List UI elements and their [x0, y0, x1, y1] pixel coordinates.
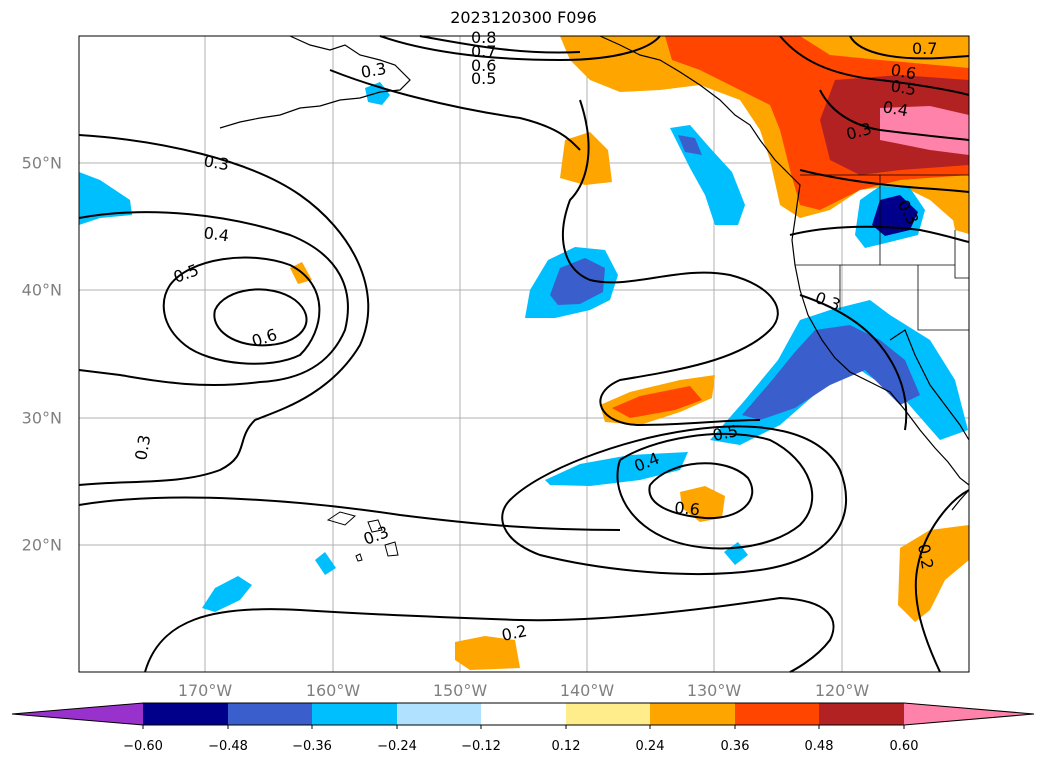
- colorbar-bin: [735, 703, 819, 725]
- positive-anomaly-small-2: [680, 486, 725, 522]
- colorbar-tick-label: 0.24: [635, 739, 665, 754]
- contour-west-4: [213, 288, 308, 347]
- colorbar-bin: [650, 703, 735, 725]
- negative-anomaly-coast-core: [742, 325, 920, 420]
- contour-label: 0.5: [471, 69, 496, 88]
- negative-anomaly-idaho-core: [872, 195, 918, 236]
- lon-label: 140°W: [559, 681, 615, 700]
- lon-label: 130°W: [686, 681, 742, 700]
- colorbar-tick-label: 0.36: [720, 739, 750, 754]
- positive-anomaly-south: [455, 636, 520, 670]
- contour-label: 0.6: [889, 60, 917, 83]
- negative-anomaly-center-core: [550, 258, 605, 305]
- positive-anomaly-ne-pink: [880, 106, 969, 155]
- contour-label: 0.3: [131, 433, 154, 461]
- contour-label: 0.8: [471, 28, 496, 47]
- contour-label: 0.5: [889, 76, 917, 99]
- contour-label: 0.2: [500, 621, 529, 645]
- contour-mid-outer-2: [501, 425, 848, 576]
- colorbar-bin: [228, 703, 312, 725]
- lon-label: 120°W: [814, 681, 870, 700]
- colorbar-bin: [481, 703, 566, 725]
- lat-label: 30°N: [21, 408, 62, 428]
- contour-west-outer: [78, 134, 370, 486]
- contour-east-mid-2: [799, 169, 970, 193]
- colorbar-bin: [143, 703, 228, 725]
- contour-label: 0.2: [914, 542, 937, 570]
- positive-anomaly-mid-core: [612, 386, 702, 418]
- contour-ne-right-2: [849, 35, 970, 60]
- contour-label: 0.5: [711, 421, 740, 445]
- contour-east-mid: [789, 225, 970, 243]
- lon-label: 170°W: [177, 681, 233, 700]
- contour-west-3: [162, 256, 321, 365]
- colorbar: [11, 702, 1035, 729]
- colorbar-tick-label: −0.12: [461, 739, 501, 754]
- contour-west-2: [78, 211, 349, 386]
- contour-label: 0.4: [881, 97, 909, 120]
- contour-ne-right-3: [819, 89, 970, 141]
- contour-ne-3: [419, 35, 581, 54]
- contour-label: 0.4: [202, 223, 230, 245]
- negative-anomaly-north-core: [678, 135, 702, 155]
- colorbar-tick-label: −0.60: [123, 739, 163, 754]
- colorbar-tick-label: −0.48: [208, 739, 248, 754]
- contour-lines: [78, 35, 970, 673]
- colorbar-tick-label: −0.36: [292, 739, 332, 754]
- contour-label: 0.6: [471, 56, 496, 75]
- lon-label: 160°W: [305, 681, 361, 700]
- political-borders: [795, 174, 969, 331]
- colorbar-extend-high: [904, 703, 1034, 725]
- positive-anomaly-east-edge: [952, 206, 969, 234]
- contour-sw: [78, 496, 621, 531]
- negative-anomaly-west: [79, 172, 132, 225]
- colorbar-tick-label: 0.48: [804, 739, 834, 754]
- lat-label: 20°N: [21, 535, 62, 555]
- contour-mid-2: [616, 432, 814, 550]
- positive-anomaly-small-1: [560, 132, 612, 185]
- hawaiian-islands: [326, 511, 399, 562]
- negative-anomaly-sw: [202, 576, 252, 612]
- lat-label: 40°N: [21, 280, 62, 300]
- negative-anomaly-small-1: [315, 552, 336, 575]
- contour-mid-3: [648, 462, 754, 520]
- colorbar-tick-label: 0.12: [551, 739, 581, 754]
- contour-ne-1: [379, 35, 661, 62]
- contour-south: [144, 596, 835, 673]
- colorbar-bin: [819, 703, 904, 725]
- contour-mid-outer: [562, 99, 779, 427]
- contour-ne-right: [779, 35, 970, 96]
- colorbar-tick-label: 0.60: [889, 739, 919, 754]
- colorbar-bin: [397, 703, 481, 725]
- contour-label: 0.7: [912, 39, 937, 58]
- contour-east: [914, 489, 970, 673]
- contour-label: 0.6: [674, 498, 701, 519]
- contour-ne-2: [329, 69, 581, 151]
- map-frame: [78, 35, 970, 673]
- lon-label: 150°W: [432, 681, 488, 700]
- contour-label: 0.3: [359, 59, 387, 82]
- colorbar-extend-low: [12, 703, 143, 725]
- colorbar-bin: [566, 703, 650, 725]
- colorbar-bin: [312, 703, 397, 725]
- contour-coast: [799, 294, 908, 431]
- contour-label: 0.7: [471, 42, 496, 61]
- colorbar-tick-label: −0.24: [377, 739, 417, 754]
- contour-label: 0.3: [202, 151, 230, 174]
- lat-label: 50°N: [21, 153, 62, 173]
- negative-anomaly-band: [545, 452, 688, 486]
- map-title: 2023120300 F096: [450, 8, 597, 27]
